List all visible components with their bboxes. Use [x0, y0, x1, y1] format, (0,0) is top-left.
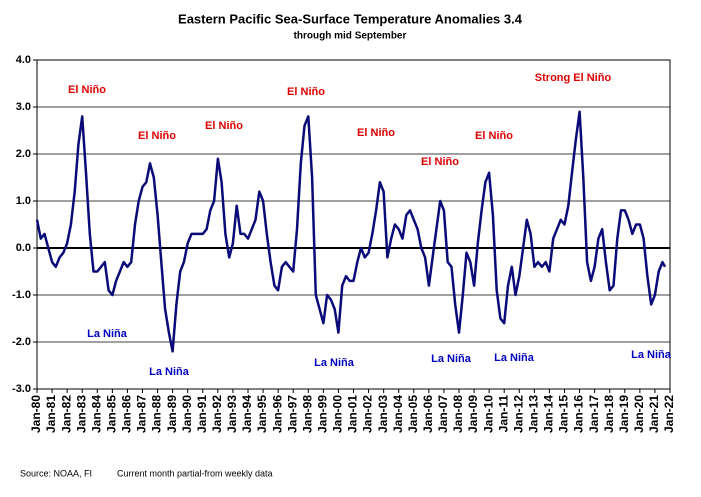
x-tick-label: Jan-10 — [481, 395, 495, 433]
x-tick-label: Jan-99 — [316, 395, 330, 433]
y-tick-label: -2.0 — [12, 336, 31, 348]
annotation: El Niño — [138, 130, 176, 142]
y-tick-label: 4.0 — [16, 54, 31, 66]
x-tick-label: Jan-14 — [542, 395, 556, 433]
annotation: Strong El Niño — [535, 72, 612, 84]
annotation: La Niña — [431, 353, 472, 365]
annotation: La Niña — [314, 357, 355, 369]
x-tick-label: Jan-91 — [195, 395, 209, 433]
chart-subtitle: through mid September — [294, 31, 407, 42]
x-tick-label: Jan-04 — [391, 395, 405, 433]
x-tick-label: Jan-90 — [180, 395, 194, 433]
y-tick-label: 2.0 — [16, 148, 31, 160]
x-tick-label: Jan-16 — [572, 395, 586, 433]
x-tick-label: Jan-07 — [436, 395, 450, 433]
annotation: El Niño — [421, 156, 459, 168]
x-tick-label: Jan-01 — [346, 395, 360, 433]
x-tick-label: Jan-00 — [331, 395, 345, 433]
x-tick-label: Jan-11 — [496, 395, 510, 433]
x-tick-label: Jan-88 — [150, 395, 164, 433]
plot-frame — [36, 59, 671, 390]
x-tick-label: Jan-22 — [662, 395, 676, 433]
x-tick-label: Jan-03 — [376, 395, 390, 433]
annotation: El Niño — [287, 86, 325, 98]
x-tick-label: Jan-13 — [527, 395, 541, 433]
annotation: El Niño — [205, 120, 243, 132]
x-tick-label: Jan-20 — [632, 395, 646, 433]
x-tick-label: Jan-95 — [255, 395, 269, 433]
x-tick-label: Jan-02 — [361, 395, 375, 433]
y-tick-label: 0.0 — [16, 242, 31, 254]
x-tick-label: Jan-15 — [557, 395, 571, 433]
annotation: La Niña — [87, 328, 128, 340]
x-tick-label: Jan-86 — [120, 395, 134, 433]
x-tick-label: Jan-19 — [617, 395, 631, 433]
annotation: El Niño — [357, 127, 395, 139]
series-line — [35, 110, 667, 353]
x-tick-label: Jan-05 — [406, 395, 420, 433]
x-tick-label: Jan-94 — [240, 395, 254, 433]
y-tick-label: -3.0 — [12, 383, 31, 395]
source: Source: NOAA, FI — [20, 468, 92, 478]
annotation: El Niño — [475, 130, 513, 142]
x-tick-label: Jan-09 — [466, 395, 480, 433]
x-tick-label: Jan-80 — [29, 395, 43, 433]
x-tick-label: Jan-18 — [602, 395, 616, 433]
x-tick-label: Jan-87 — [135, 395, 149, 433]
x-tick-label: Jan-98 — [300, 395, 314, 433]
x-tick-label: Jan-21 — [647, 395, 661, 433]
y-tick-label: -1.0 — [12, 289, 31, 301]
y-tick-label: 1.0 — [16, 195, 31, 207]
x-tick-label: Jan-96 — [270, 395, 284, 433]
x-tick-label: Jan-17 — [587, 395, 601, 433]
annotation: La Niña — [631, 349, 672, 361]
x-tick-label: Jan-83 — [74, 395, 88, 433]
y-tick-label: 3.0 — [16, 101, 31, 113]
x-tick-label: Jan-12 — [511, 395, 525, 433]
x-tick-label: Jan-82 — [59, 395, 73, 433]
x-tick-label: Jan-92 — [210, 395, 224, 433]
x-tick-label: Jan-06 — [421, 395, 435, 433]
annotation: La Niña — [149, 366, 190, 378]
x-tick-label: Jan-81 — [44, 395, 58, 433]
x-tick-label: Jan-97 — [285, 395, 299, 433]
x-tick-label: Jan-89 — [165, 395, 179, 433]
annotation: La Niña — [494, 352, 535, 364]
x-tick-label: Jan-93 — [225, 395, 239, 433]
annotation: El Niño — [68, 84, 106, 96]
x-tick-label: Jan-08 — [451, 395, 465, 433]
note: Current month partial-from weekly data — [117, 468, 273, 478]
x-tick-label: Jan-85 — [105, 395, 119, 433]
chart-title: Eastern Pacific Sea-Surface Temperature … — [178, 11, 523, 26]
x-tick-label: Jan-84 — [89, 395, 103, 433]
